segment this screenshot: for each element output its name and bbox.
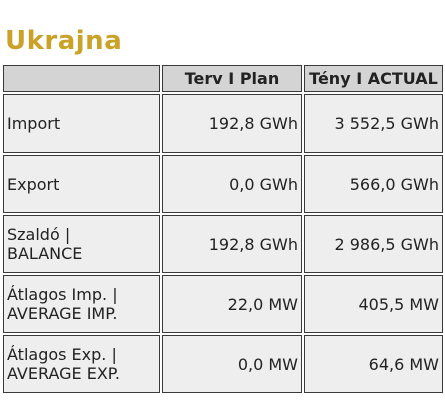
row-label: Átlagos Imp. | AVERAGE IMP. [1, 273, 162, 335]
row-label: Szaldó | BALANCE [1, 213, 162, 275]
table-row: Átlagos Imp. | AVERAGE IMP. 22,0 MW 405,5 … [1, 273, 445, 335]
table-body: Import 192,8 GWh 3 552,5 GWh Export 0,0 GWh 5… [1, 92, 445, 395]
cell: 192,8 GWh [160, 213, 304, 275]
table-row: Szaldó | BALANCE 192,8 GWh 2 986,5 GWh [1, 213, 445, 275]
cell: 405,5 MW [302, 273, 445, 335]
cell: 64,6 MW [302, 333, 445, 395]
cell: 0,0 MW [160, 333, 304, 395]
cell: 2 986,5 GWh [302, 213, 445, 275]
header-cell [1, 63, 162, 94]
header-row: Terv I Plan Tény I ACTUAL [1, 63, 445, 94]
table-row: Export 0,0 GWh 566,0 GWh [1, 153, 445, 215]
header-cell: Terv I Plan [160, 63, 304, 94]
cell: 566,0 GWh [302, 153, 445, 215]
row-label: Import [1, 92, 162, 155]
header-cell: Tény I ACTUAL [302, 63, 445, 94]
table-row: Import 192,8 GWh 3 552,5 GWh [1, 92, 445, 155]
cell: 0,0 GWh [160, 153, 304, 215]
table: Terv I Plan Tény I ACTUAL Import 192,8 GWh… [1, 63, 445, 395]
table-row: Átlagos Exp. | AVERAGE EXP. 0,0 MW 64,6 MW [1, 333, 445, 395]
cell: 192,8 GWh [160, 92, 304, 155]
row-label: Átlagos Exp. | AVERAGE EXP. [1, 333, 162, 395]
row-label: Export [1, 153, 162, 215]
title: Ukrajna [5, 26, 123, 56]
cell: 3 552,5 GWh [302, 92, 445, 155]
cell: 22,0 MW [160, 273, 304, 335]
